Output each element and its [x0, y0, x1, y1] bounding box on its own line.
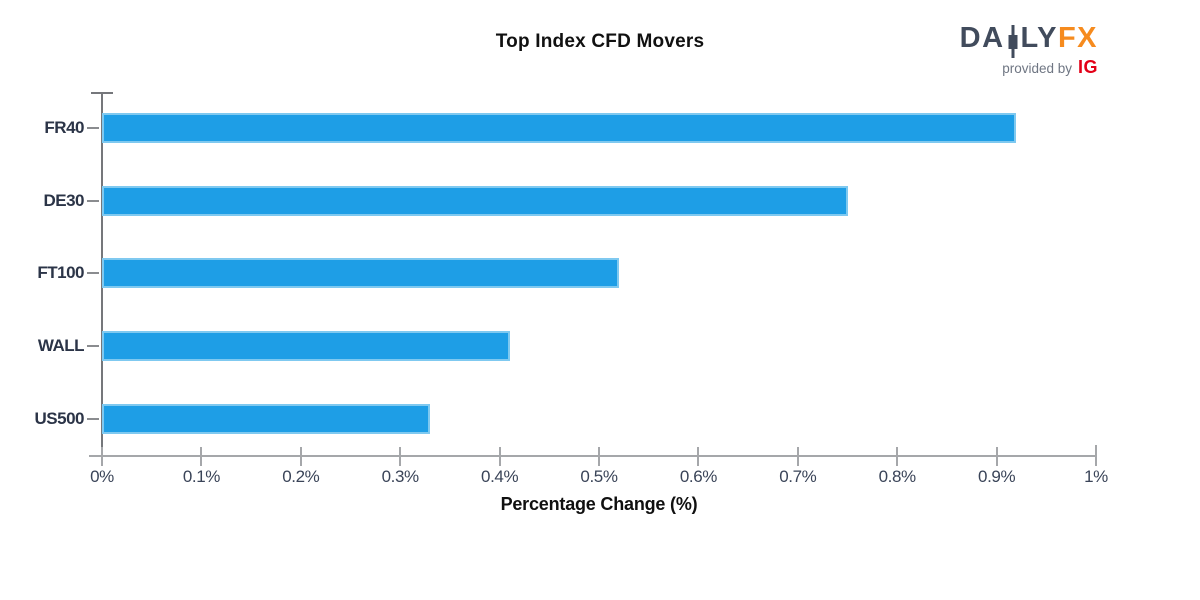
y-tick-label-FT100: FT100: [37, 263, 84, 283]
bar-row-WALL: WALL: [38, 310, 1096, 383]
y-tick-mark-DE30: [87, 199, 99, 202]
bar-WALL: [102, 331, 510, 362]
x-tick-mark-0.4%: [498, 447, 501, 466]
y-tick-label-FR40: FR40: [44, 118, 84, 138]
candle-body: [1008, 35, 1018, 49]
x-tick-mark-0.2%: [299, 447, 302, 466]
dailyfx-logo: DA LY FX provided by IG: [960, 24, 1098, 78]
bar-row-DE30: DE30: [43, 165, 1096, 238]
x-tick-mark-0.3%: [399, 447, 402, 466]
x-tick-mark-0.6%: [697, 447, 700, 466]
y-tick-mark-US500: [87, 417, 99, 420]
bar-row-FT100: FT100: [37, 237, 1096, 310]
logo-tagline: provided by IG: [1002, 57, 1098, 78]
provided-by-label: provided by: [1002, 61, 1072, 76]
logo-text-ly: LY: [1020, 22, 1058, 54]
y-tick-mark-WALL: [87, 345, 99, 348]
x-tick-label-0.5%: 0.5%: [580, 467, 618, 486]
plot-area: FR40 DE30 FT100 WALL US500 0% 0.1% 0.2% 0.3% 0.4…: [35, 92, 1108, 486]
y-tick-label-WALL: WALL: [37, 336, 85, 356]
chart-title: Top Index CFD Movers: [495, 31, 705, 52]
x-tick-mark-0.9%: [995, 447, 998, 466]
logo-text-da: DA: [959, 22, 1005, 54]
bar-row-FR40: FR40: [44, 92, 1096, 165]
x-tick-label-0.8%: 0.8%: [878, 467, 917, 486]
candlestick-icon: [1007, 25, 1019, 58]
y-tick-mark-FR40: [87, 127, 99, 130]
x-tick-mark-0.7%: [796, 447, 799, 466]
bar-rows: FR40 DE30 FT100 WALL US500: [35, 92, 1096, 455]
y-tick-mark-FT100: [87, 272, 99, 275]
y-tick-label-DE30: DE30: [43, 190, 84, 210]
x-tick-mark-0%: [101, 447, 103, 466]
x-tick-label-0.7%: 0.7%: [779, 467, 817, 486]
x-tick-mark-0.8%: [896, 447, 899, 466]
x-tick-mark-0.5%: [598, 447, 600, 466]
bar-FT100: [102, 258, 619, 289]
x-tick-label-0.9%: 0.9%: [978, 467, 1016, 486]
x-tick-label-1%: 1%: [1084, 467, 1108, 486]
bar-US500: [102, 403, 431, 434]
bar-row-US500: US500: [35, 382, 1096, 455]
x-tick-label-0.2%: 0.2%: [282, 467, 320, 486]
bar-DE30: [102, 185, 848, 216]
x-tick-label-0.4%: 0.4%: [481, 467, 519, 486]
logo-text-fx: FX: [1057, 22, 1098, 54]
x-tick-mark-1%: [1095, 447, 1097, 466]
bar-FR40: [102, 113, 1017, 144]
ig-brand-label: IG: [1077, 57, 1098, 77]
y-tick-label-US500: US500: [34, 408, 85, 428]
x-tick-label-0%: 0%: [90, 467, 114, 486]
x-tick-label-0.3%: 0.3%: [381, 467, 420, 486]
x-tick-mark-0.1%: [200, 447, 203, 466]
dailyfx-wordmark: DA LY FX: [959, 22, 1098, 58]
x-tick-label-0.6%: 0.6%: [679, 467, 718, 486]
x-axis-title: Percentage Change (%): [500, 494, 698, 514]
x-axis-spine: [89, 455, 1096, 457]
x-tick-label-0.1%: 0.1%: [182, 467, 221, 486]
